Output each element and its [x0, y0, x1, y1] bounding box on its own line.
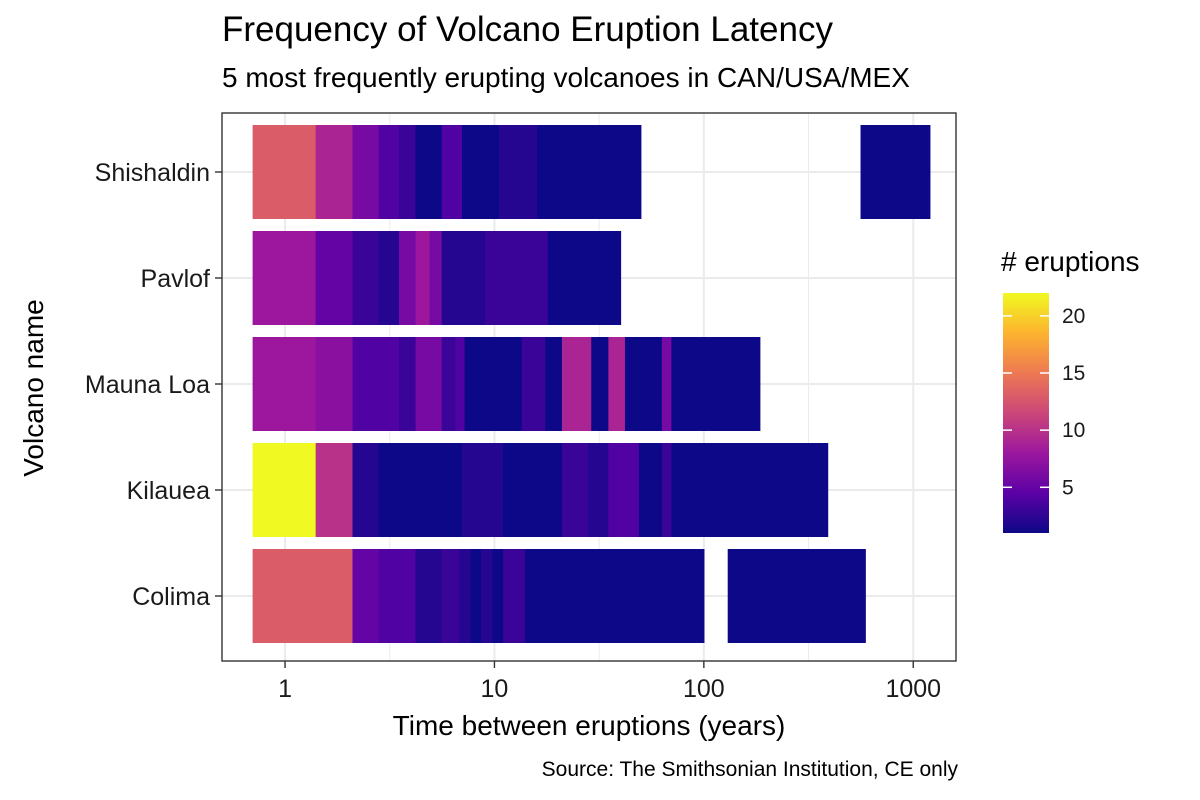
heatmap-cell: [378, 231, 400, 325]
heatmap-cell: [415, 549, 443, 643]
legend-title: # eruptions: [1001, 246, 1140, 277]
x-tick-label: 1000: [885, 675, 941, 703]
heatmap-cell: [591, 337, 609, 431]
heatmap-cell: [492, 549, 504, 643]
colorbar-tick-label: 5: [1062, 476, 1074, 499]
colorbar-tick-label: 10: [1062, 419, 1085, 442]
heatmap-cell: [378, 443, 463, 537]
heatmap-cell: [860, 125, 931, 219]
heatmap-cell: [441, 549, 460, 643]
heatmap-cell: [315, 443, 354, 537]
source-caption: Source: The Smithsonian Institution, CE …: [541, 758, 958, 781]
heatmap-cell: [459, 549, 472, 643]
y-tick-label: Mauna Loa: [85, 371, 210, 399]
y-axis-label: Volcano name: [18, 299, 49, 477]
heatmap-cell: [608, 337, 626, 431]
panel-border: [221, 112, 957, 662]
heatmap-cell: [352, 443, 380, 537]
heatmap-cell: [480, 549, 494, 643]
heatmap-cell: [455, 337, 466, 431]
heatmap-cell: [415, 125, 443, 219]
heatmap-cell: [464, 337, 523, 431]
heatmap-cells: [252, 125, 931, 643]
colorbar-tick-label: 15: [1062, 362, 1085, 385]
heatmap-cell: [415, 337, 443, 431]
heatmap-cell: [441, 231, 486, 325]
y-tick-label: Shishaldin: [95, 159, 210, 187]
heatmap-cell: [547, 231, 622, 325]
heatmap-cell: [503, 443, 563, 537]
heatmap-cell: [315, 231, 354, 325]
heatmap-cell: [503, 549, 526, 643]
heatmap-cell: [525, 549, 705, 643]
heatmap-cell: [661, 337, 673, 431]
heatmap-cell: [671, 443, 829, 537]
heatmap-cell: [462, 125, 500, 219]
heatmap-cell: [638, 443, 663, 537]
y-tick-label: Colima: [132, 583, 210, 611]
heatmap-cell: [470, 549, 482, 643]
legend: # eruptions 5 10 15 20: [1001, 246, 1140, 533]
heatmap-cell: [462, 443, 504, 537]
heatmap-cell: [671, 337, 761, 431]
heatmap-cell: [398, 231, 417, 325]
heatmap-cell: [545, 337, 563, 431]
heatmap-cell: [252, 125, 317, 219]
heatmap-cell: [398, 337, 417, 431]
heatmap-cell: [352, 231, 380, 325]
heatmap-cell: [252, 549, 354, 643]
heatmap-cell: [441, 125, 463, 219]
heatmap-cell: [561, 443, 589, 537]
heatmap-cell: [521, 337, 546, 431]
x-tick-label: 10: [481, 675, 509, 703]
axes: 1 10 100 1000 Colima Kilauea Mauna Loa Pavlof Sh…: [85, 159, 941, 703]
heatmap-cell: [315, 125, 354, 219]
heatmap-cell: [352, 125, 380, 219]
heatmap-cell: [484, 231, 549, 325]
heatmap-cell: [727, 549, 866, 643]
x-tick-label: 1: [278, 675, 292, 703]
heatmap-cell: [378, 549, 417, 643]
y-tick-label: Kilauea: [127, 477, 210, 505]
y-tick-label: Pavlof: [141, 265, 211, 293]
x-tick-label: 100: [683, 675, 725, 703]
chart-subtitle: 5 most frequently erupting volcanoes in …: [222, 62, 910, 93]
heatmap-cell: [441, 337, 456, 431]
heatmap-cell: [561, 337, 592, 431]
heatmap-cell: [252, 443, 317, 537]
heatmap-cell: [315, 337, 354, 431]
colorbar: [1003, 293, 1049, 533]
heatmap-cell: [252, 337, 317, 431]
heatmap-cell: [537, 125, 642, 219]
heatmap-cell: [429, 231, 443, 325]
heatmap-cell: [588, 443, 609, 537]
heatmap-cell: [398, 125, 417, 219]
heatmap-cell: [661, 443, 673, 537]
heatmap-cell: [608, 443, 640, 537]
heatmap-cell: [624, 337, 663, 431]
heatmap-cell: [498, 125, 538, 219]
colorbar-tick-label: 20: [1062, 305, 1085, 328]
heatmap-cell: [352, 549, 380, 643]
chart-title: Frequency of Volcano Eruption Latency: [222, 10, 833, 49]
heatmap-cell: [378, 125, 400, 219]
x-axis-label: Time between eruptions (years): [392, 710, 786, 741]
heatmap-cell: [352, 337, 400, 431]
heatmap-cell: [415, 231, 431, 325]
heatmap-cell: [252, 231, 317, 325]
